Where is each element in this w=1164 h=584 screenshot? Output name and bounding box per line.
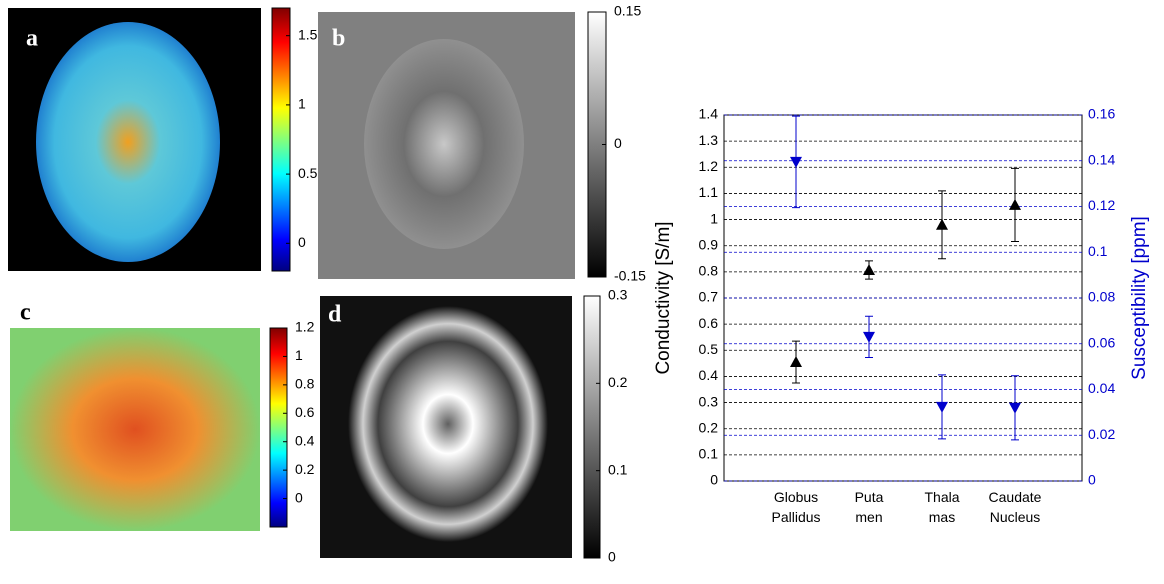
panel-label: b xyxy=(332,26,345,52)
x-tick-label: Globus Pallidus xyxy=(771,489,820,525)
y-tick-label: 0.8 xyxy=(699,263,719,279)
colorbar-tick-label: 0.15 xyxy=(614,3,641,19)
y2-tick-label: 0.06 xyxy=(1088,334,1115,350)
y-tick-label: 0 xyxy=(710,472,718,488)
y2-tick-label: 0.08 xyxy=(1088,289,1115,305)
colorbar-tick-label: -0.15 xyxy=(614,268,646,284)
y-tick-label: 0.5 xyxy=(699,341,719,357)
colorbar-tick-label: 0 xyxy=(614,135,622,151)
y-tick-label: 0.6 xyxy=(699,315,719,331)
y-tick-label: 0.7 xyxy=(699,289,719,305)
colorbar-tick-label: 0 xyxy=(608,549,616,565)
y2-tick-label: 0.14 xyxy=(1088,151,1115,167)
y2-tick-label: 0 xyxy=(1088,472,1096,488)
colorbar-tick-label: 0.6 xyxy=(295,404,315,420)
panel-label: c xyxy=(20,300,31,326)
y-tick-label: 0.9 xyxy=(699,236,719,252)
marker xyxy=(790,356,802,368)
y2-axis-label: Susceptibility [ppm] xyxy=(1129,216,1150,380)
colorbar-tick-label: 1 xyxy=(295,347,303,363)
image-c xyxy=(10,328,260,531)
colorbar-tick-label: 1 xyxy=(298,96,306,112)
brain-d xyxy=(348,306,548,542)
y-tick-label: 0.1 xyxy=(699,446,719,462)
y-tick-label: 1.4 xyxy=(699,106,719,122)
marker xyxy=(863,264,875,276)
colorbar-tick-label: 0.3 xyxy=(608,287,628,303)
brain-a xyxy=(36,22,220,262)
y-tick-label: 0.3 xyxy=(699,393,719,409)
y-tick-label: 1.3 xyxy=(699,132,719,148)
panel-label: a xyxy=(26,26,38,52)
colorbar-tick-label: 1.2 xyxy=(295,319,315,335)
marker xyxy=(1009,402,1021,414)
colorbar-tick-label: 0.2 xyxy=(608,374,628,390)
colorbar-tick-label: 0 xyxy=(295,489,303,505)
colorbar-tick-label: 0.8 xyxy=(295,376,315,392)
colorbar-tick-label: 0.1 xyxy=(608,461,628,477)
y-tick-label: 1.1 xyxy=(699,184,719,200)
y2-tick-label: 0.04 xyxy=(1088,380,1115,396)
x-tick-label: Caudate Nucleus xyxy=(989,489,1042,525)
panel-label: d xyxy=(328,302,342,328)
colorbar xyxy=(583,295,601,559)
brain-b xyxy=(364,39,524,249)
y2-tick-label: 0.02 xyxy=(1088,426,1115,442)
colorbar xyxy=(271,7,291,272)
y-axis-label: Conductivity [S/m] xyxy=(653,221,674,374)
marker xyxy=(936,218,948,230)
marker xyxy=(790,156,802,168)
x-tick-label: Puta men xyxy=(855,489,884,525)
marker xyxy=(863,331,875,343)
marker xyxy=(1009,198,1021,210)
x-tick-label: Thala mas xyxy=(924,489,959,525)
marker xyxy=(936,401,948,413)
y2-tick-label: 0.12 xyxy=(1088,197,1115,213)
y-tick-label: 1 xyxy=(710,210,718,226)
y2-tick-label: 0.16 xyxy=(1088,106,1115,122)
colorbar-tick-label: 0.4 xyxy=(295,432,315,448)
y2-tick-label: 0.1 xyxy=(1088,243,1108,259)
colorbar-tick-label: 1.5 xyxy=(298,26,318,42)
y-tick-label: 0.2 xyxy=(699,419,719,435)
colorbar-tick-label: 0.2 xyxy=(295,461,315,477)
colorbar xyxy=(269,327,288,528)
plot-frame xyxy=(723,114,1083,482)
y-tick-label: 0.4 xyxy=(699,367,719,383)
colorbar-tick-label: 0.5 xyxy=(298,165,318,181)
colorbar-tick-label: 0 xyxy=(298,234,306,250)
y-tick-label: 1.2 xyxy=(699,158,719,174)
